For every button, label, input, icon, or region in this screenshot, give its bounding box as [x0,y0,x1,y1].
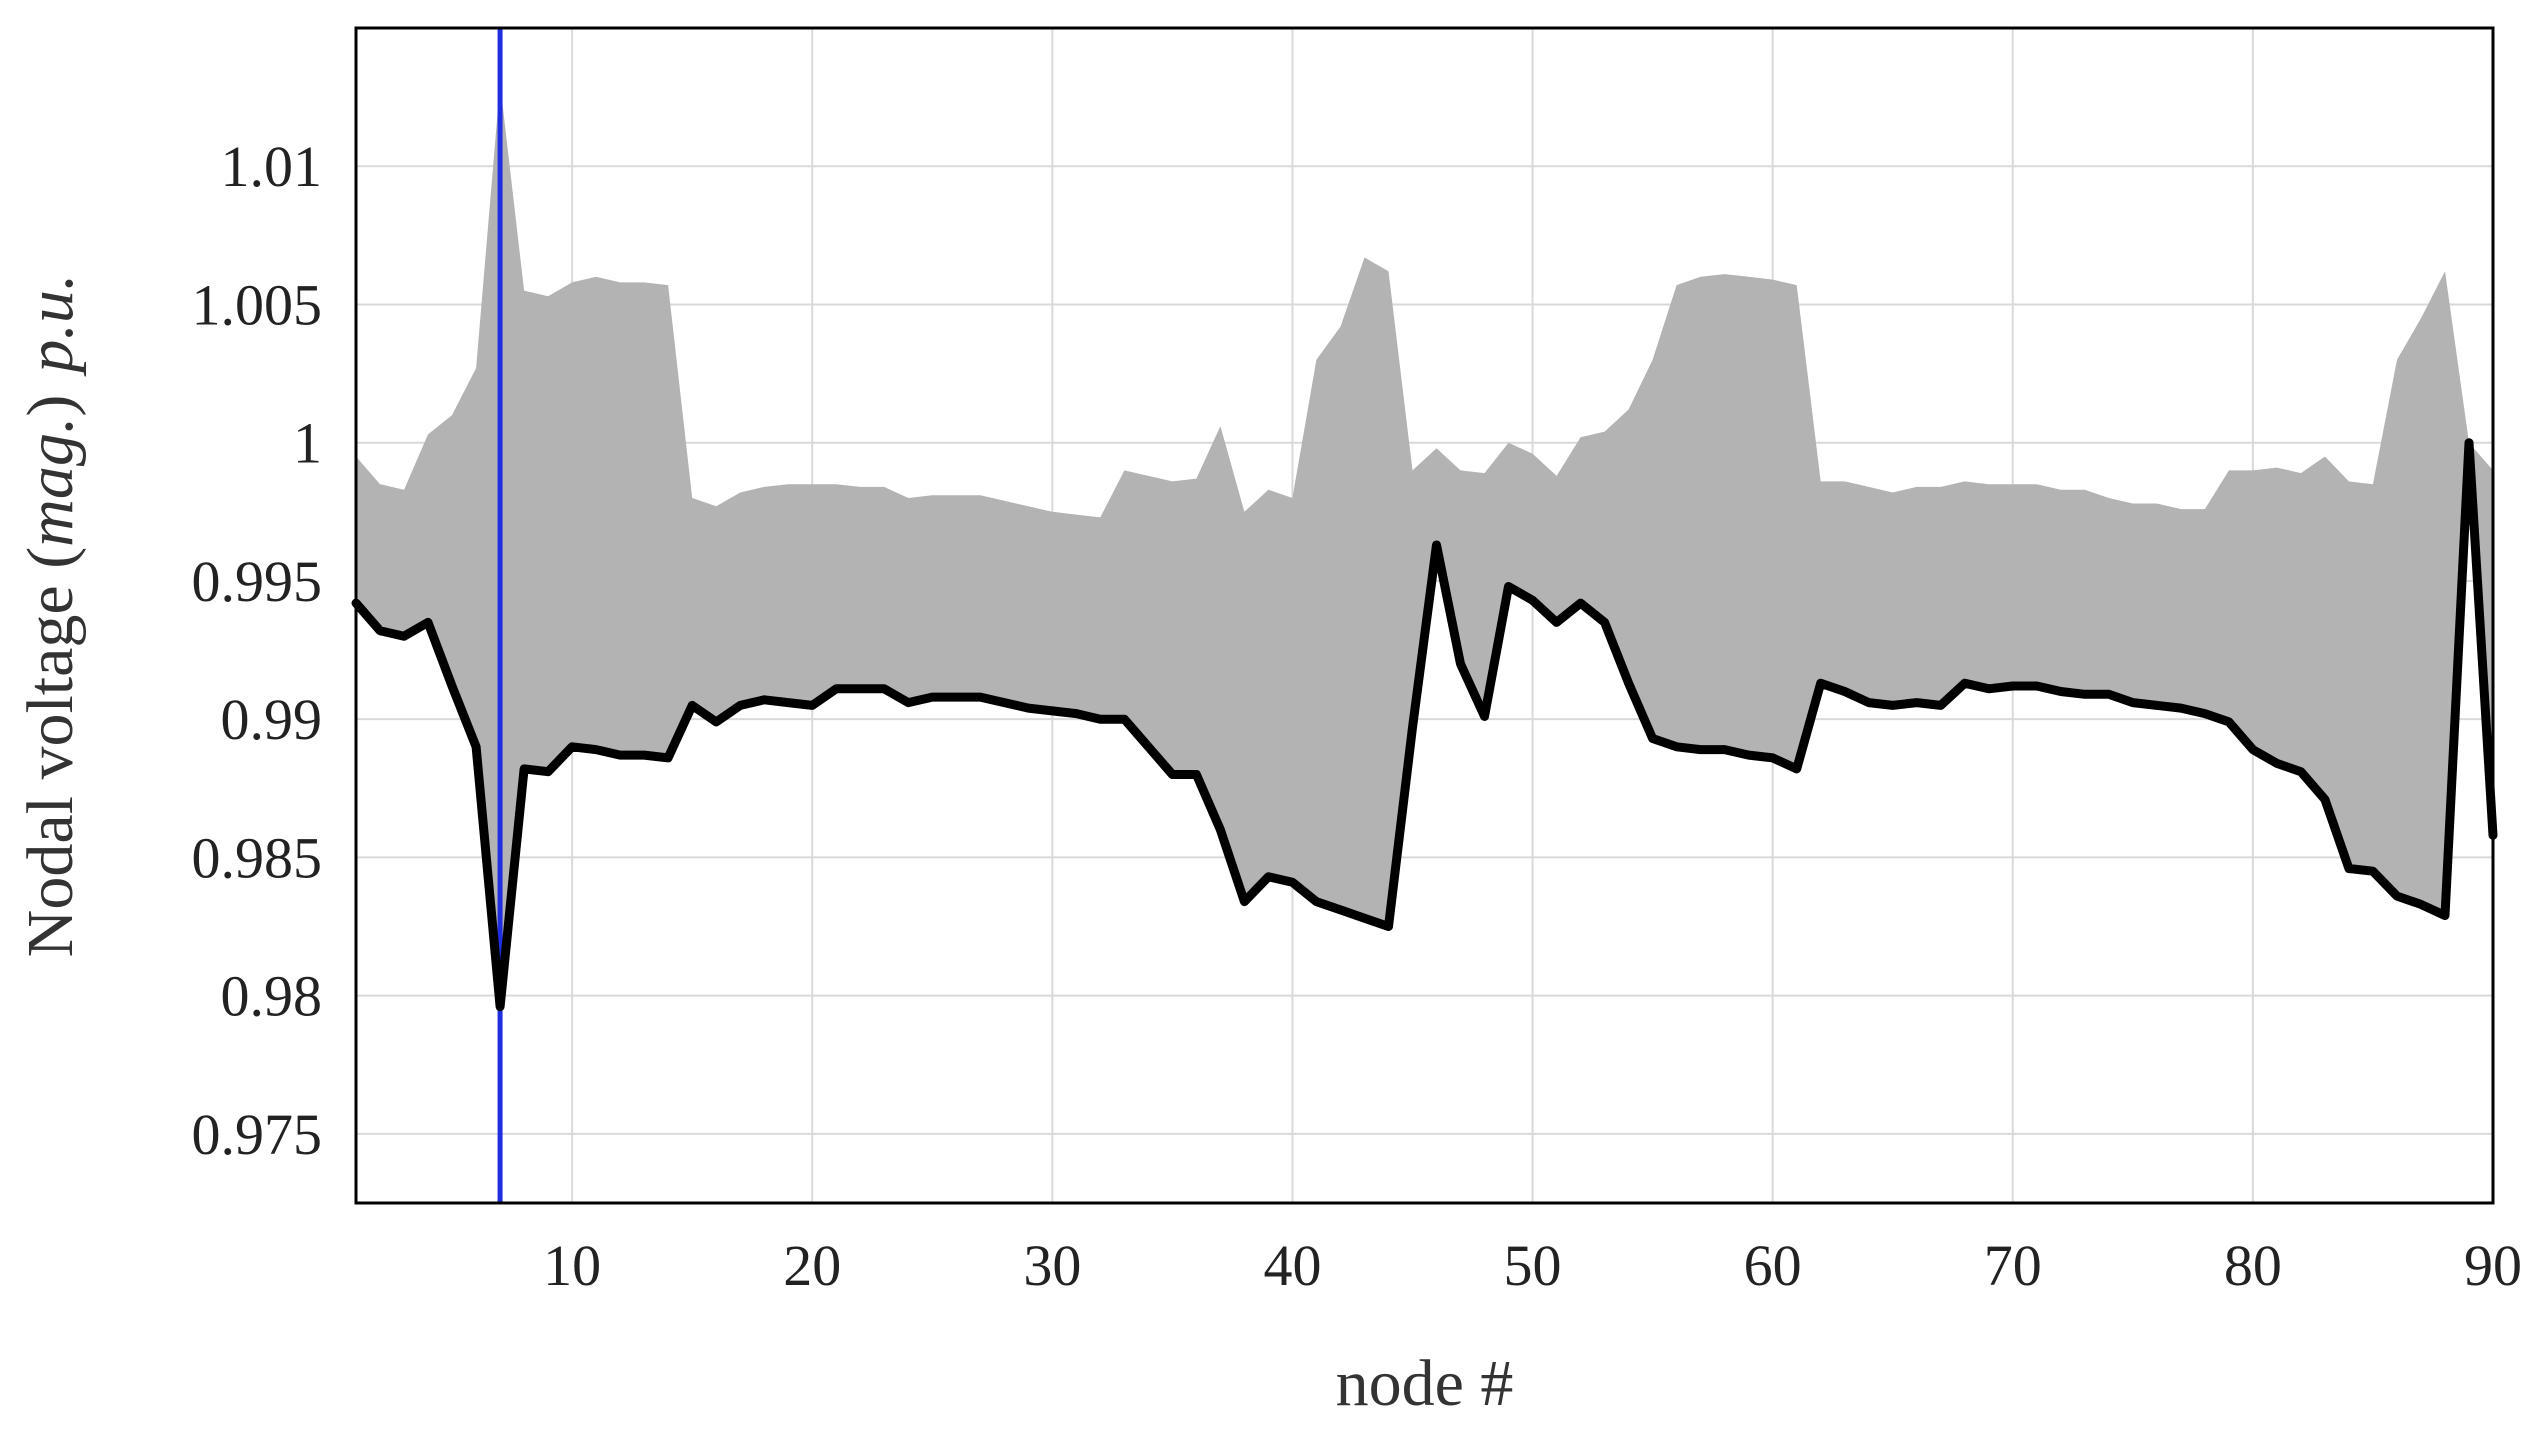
x-axis-label: node # [1336,1347,1514,1420]
nodal-voltage-line [351,438,2498,1012]
y-axis-label-close: ) [14,395,87,417]
y-tick-label: 0.98 [221,964,323,1029]
y-tick-label: 1.005 [192,272,323,337]
x-tick-label: 20 [783,1233,841,1298]
y-tick-label: 1.01 [221,134,323,199]
x-tick-label: 60 [1744,1233,1802,1298]
y-axis-label-mag: mag. [14,417,87,547]
y-tick-label: 0.995 [192,549,323,614]
x-tick-label: 70 [1984,1233,2042,1298]
x-tick-label: 30 [1023,1233,1081,1298]
x-tick-label: 90 [2464,1233,2522,1298]
plot-frame [354,26,2495,1205]
x-tick-label: 80 [2224,1233,2282,1298]
x-tick-label: 40 [1263,1233,1321,1298]
y-axis-label-unit: p.u. [14,274,87,377]
x-tick-label: 50 [1504,1233,1562,1298]
x-tick-labels: 10 20 30 40 50 60 70 80 90 [543,1233,2522,1298]
voltage-band-area [356,83,2493,1007]
y-tick-label: 0.99 [221,687,323,752]
y-tick-label: 0.985 [192,825,323,890]
y-axis-label-prefix: Nodal voltage ( [14,547,87,958]
y-tick-label: 0.975 [192,1102,323,1167]
x-tick-label: 10 [543,1233,601,1298]
y-axis-label: Nodal voltage (mag.) p.u. [14,274,87,958]
y-tick-labels: 0.975 0.98 0.985 0.99 0.995 1 1.005 1.01 [192,134,323,1167]
y-tick-label: 1 [293,411,322,476]
